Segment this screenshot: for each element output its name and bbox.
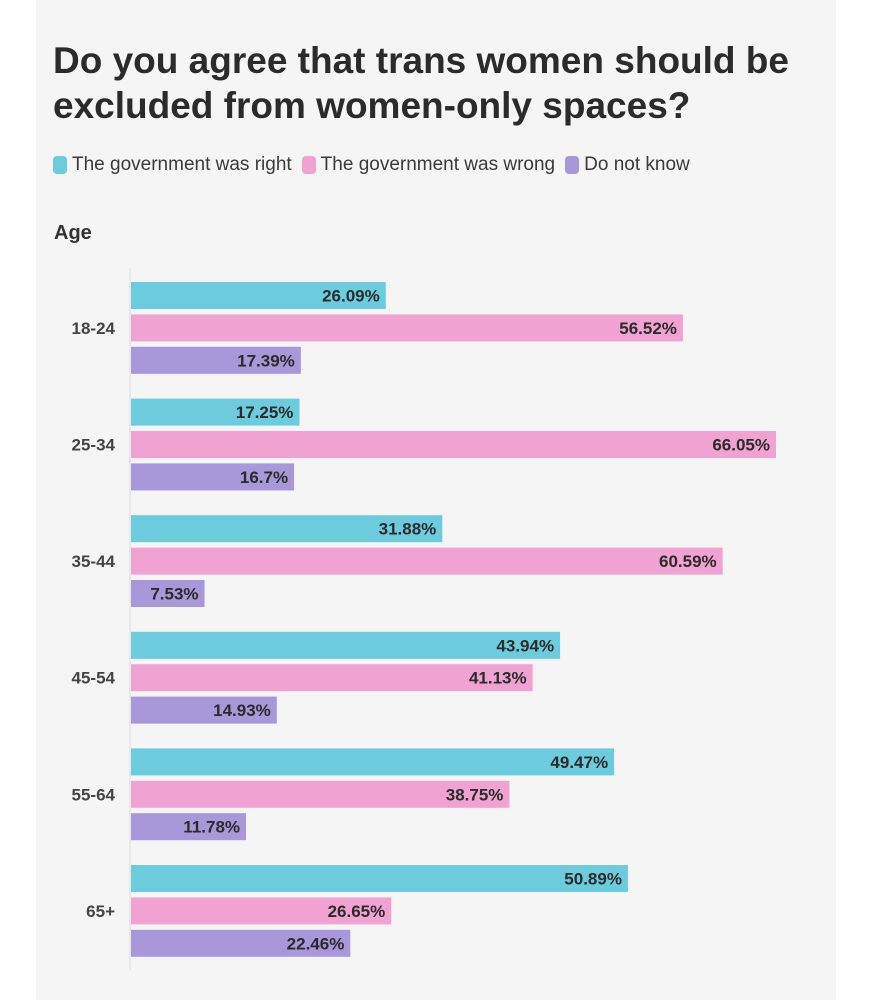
legend-label-dont-know: Do not know <box>584 154 690 175</box>
legend-swatch-right <box>53 156 67 174</box>
bar-dont-know-65plus <box>131 929 351 957</box>
bar-label-wrong-25-34: 66.05% <box>712 436 770 455</box>
bar-label-dont-know-55-64: 11.78% <box>183 818 240 837</box>
bar-label-dont-know-18-24: 17.39% <box>237 351 295 370</box>
y-axis-title: Age <box>54 222 92 244</box>
bar-dont-know-45-54 <box>131 696 277 724</box>
category-label-65plus: 65+ <box>86 902 115 921</box>
bar-label-wrong-65plus: 26.65% <box>328 902 386 921</box>
bar-label-right-45-54: 43.94% <box>496 636 554 655</box>
chart-legend: The government was right The government … <box>53 153 700 177</box>
category-label-45-54: 45-54 <box>72 669 116 688</box>
bar-label-wrong-55-64: 38.75% <box>446 785 504 804</box>
bar-chart: 18-24 26.09% 56.52% 17.39% 25-34 17.25% 66.05%… <box>72 268 776 970</box>
category-label-18-24: 18-24 <box>72 319 116 338</box>
bar-label-dont-know-35-44: 7.53% <box>150 585 198 604</box>
legend-label-right: The government was right <box>72 154 292 175</box>
chart-title: Do you agree that trans women should be … <box>53 40 789 126</box>
bar-dont-know-18-24 <box>131 346 301 374</box>
bar-label-right-18-24: 26.09% <box>322 287 380 306</box>
bar-dont-know-25-34 <box>131 463 295 491</box>
bar-label-dont-know-65plus: 22.46% <box>287 934 345 953</box>
category-label-25-34: 25-34 <box>72 436 116 455</box>
bar-wrong-18-24 <box>131 314 683 342</box>
bar-label-right-65plus: 50.89% <box>564 870 622 889</box>
bar-label-right-35-44: 31.88% <box>379 520 437 539</box>
legend-swatch-dont-know <box>565 156 580 174</box>
bar-dont-know-35-44 <box>131 580 205 607</box>
bar-right-25-34 <box>131 398 300 426</box>
bar-right-18-24 <box>131 282 386 309</box>
legend-item-wrong: The government was wrong <box>301 154 556 176</box>
legend-swatch-wrong <box>301 156 316 174</box>
bar-label-wrong-18-24: 56.52% <box>619 319 677 338</box>
legend-item-dont-know: Do not know <box>565 154 690 176</box>
bar-right-45-54 <box>131 631 561 659</box>
bar-wrong-35-44 <box>131 547 723 575</box>
bar-label-dont-know-45-54: 14.93% <box>213 701 271 720</box>
bar-right-35-44 <box>131 515 443 543</box>
chart-card: Do you agree that trans women should be … <box>36 0 836 1000</box>
legend-item-right: The government was right <box>53 154 292 176</box>
bar-wrong-25-34 <box>131 431 776 458</box>
bar-label-right-25-34: 17.25% <box>236 403 294 422</box>
bar-label-wrong-45-54: 41.13% <box>469 669 527 688</box>
bar-wrong-65plus <box>131 897 392 925</box>
bar-dont-know-55-64 <box>131 813 247 841</box>
category-label-55-64: 55-64 <box>72 785 116 804</box>
bar-label-right-55-64: 49.47% <box>550 753 608 772</box>
category-label-35-44: 35-44 <box>72 552 116 571</box>
legend-label-wrong: The government was wrong <box>320 154 556 175</box>
bar-wrong-45-54 <box>131 664 533 692</box>
bar-right-55-64 <box>131 748 615 776</box>
bar-label-dont-know-25-34: 16.7% <box>240 468 288 487</box>
bar-right-65plus <box>131 865 628 892</box>
bar-wrong-55-64 <box>131 780 510 808</box>
bar-label-wrong-35-44: 60.59% <box>659 552 717 571</box>
